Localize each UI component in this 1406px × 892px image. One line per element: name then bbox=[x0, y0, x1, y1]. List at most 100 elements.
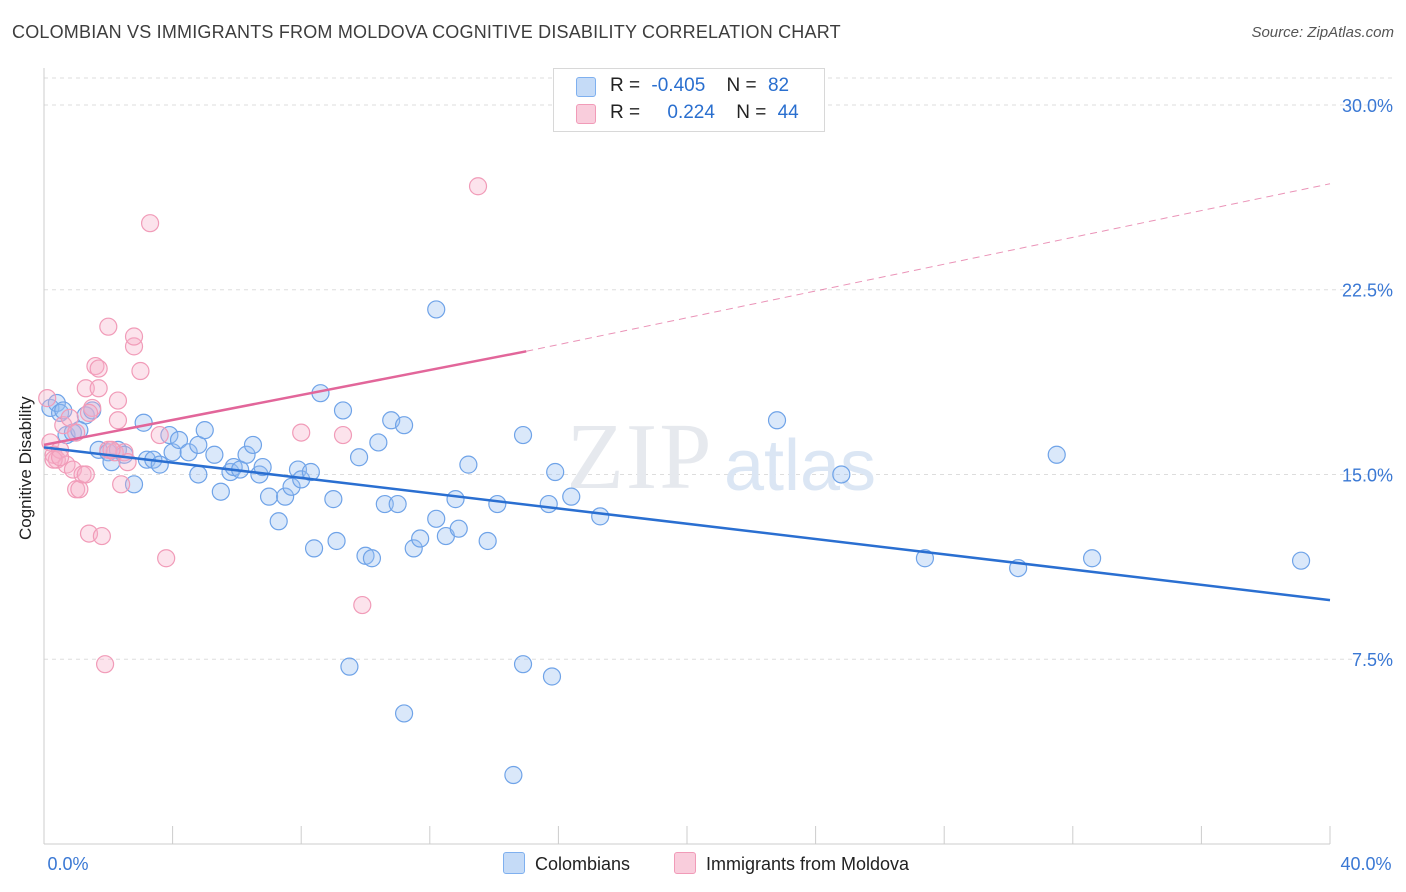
grid-lines bbox=[44, 77, 1392, 660]
data-point bbox=[112, 475, 131, 494]
data-point bbox=[76, 379, 95, 398]
trend-layer bbox=[43, 183, 1331, 602]
data-point bbox=[92, 526, 111, 546]
data-point bbox=[131, 361, 150, 381]
data-point bbox=[108, 411, 128, 430]
data-point bbox=[546, 462, 565, 482]
data-point bbox=[542, 667, 562, 686]
data-point bbox=[362, 549, 382, 568]
data-point bbox=[488, 494, 507, 514]
data-point bbox=[478, 531, 497, 551]
data-point bbox=[340, 657, 359, 676]
data-point bbox=[1291, 551, 1311, 570]
data-point bbox=[140, 214, 160, 233]
data-point bbox=[50, 448, 70, 467]
legend-swatch-colombians bbox=[576, 77, 596, 97]
data-point bbox=[76, 465, 95, 484]
data-point bbox=[205, 445, 224, 464]
data-point bbox=[243, 435, 263, 455]
data-point bbox=[124, 475, 144, 494]
data-point bbox=[134, 413, 153, 432]
y-tick-label: 22.5% bbox=[1342, 281, 1393, 301]
data-point bbox=[169, 430, 189, 450]
data-point bbox=[108, 391, 128, 410]
data-point bbox=[394, 416, 414, 435]
data-point bbox=[54, 401, 73, 420]
y-tick-label: 15.0% bbox=[1342, 465, 1393, 485]
data-point bbox=[562, 487, 581, 506]
data-point bbox=[89, 379, 108, 398]
data-point bbox=[449, 519, 468, 538]
bottom-legend-swatch-moldova bbox=[674, 852, 696, 874]
data-point bbox=[179, 443, 198, 462]
legend-n-label: N = bbox=[736, 102, 767, 123]
data-point bbox=[189, 465, 208, 484]
data-point bbox=[459, 455, 478, 474]
data-point bbox=[253, 457, 272, 477]
data-point bbox=[388, 494, 407, 514]
data-point bbox=[1082, 549, 1102, 568]
data-point bbox=[591, 507, 610, 526]
data-point bbox=[292, 423, 311, 442]
legend-r-value: 0.224 bbox=[667, 102, 715, 123]
legend: R = -0.405 N = 82 R = 0.224 N = 44 bbox=[553, 68, 825, 132]
data-point bbox=[195, 421, 214, 440]
data-point bbox=[767, 411, 787, 430]
legend-n-value: 82 bbox=[767, 75, 790, 96]
data-point bbox=[404, 539, 423, 558]
data-point bbox=[99, 317, 118, 336]
data-point bbox=[539, 494, 558, 514]
data-point bbox=[282, 477, 301, 496]
data-point bbox=[1047, 445, 1066, 464]
series-moldova bbox=[38, 177, 488, 674]
data-point bbox=[269, 512, 288, 531]
data-point bbox=[237, 445, 256, 464]
legend-n-value: 44 bbox=[777, 102, 799, 123]
data-point bbox=[259, 487, 279, 506]
data-point bbox=[86, 356, 105, 376]
data-point bbox=[304, 539, 324, 558]
watermark: ZIP atlas bbox=[567, 405, 877, 509]
data-point bbox=[513, 425, 533, 445]
data-point bbox=[79, 403, 99, 422]
data-point bbox=[394, 704, 414, 723]
data-point bbox=[915, 549, 935, 568]
bottom-legend-swatch-colombians bbox=[503, 852, 525, 874]
x-tick-label: 0.0% bbox=[47, 854, 88, 874]
data-point bbox=[369, 433, 388, 452]
bottom-legend-moldova: Immigrants from Moldova bbox=[674, 852, 909, 875]
data-point bbox=[47, 393, 66, 413]
data-point bbox=[160, 425, 179, 445]
series-colombians bbox=[41, 300, 1311, 785]
data-point bbox=[211, 482, 230, 501]
y-axis-title: Cognitive Disability bbox=[16, 396, 35, 540]
data-point bbox=[333, 425, 353, 445]
data-point bbox=[89, 359, 108, 378]
data-point bbox=[150, 455, 169, 474]
axes bbox=[43, 68, 1331, 845]
data-point bbox=[333, 401, 353, 420]
data-point bbox=[427, 509, 446, 528]
watermark-atlas: atlas bbox=[724, 426, 876, 506]
data-point bbox=[324, 490, 343, 509]
data-point bbox=[468, 177, 488, 196]
x-tick-label: 40.0% bbox=[1340, 854, 1391, 874]
data-point bbox=[276, 487, 295, 506]
watermark-zip: ZIP bbox=[567, 405, 714, 509]
source-label: Source: ZipAtlas.com bbox=[1251, 24, 1394, 41]
legend-r-value: -0.405 bbox=[651, 75, 706, 96]
trend-line-extension bbox=[526, 183, 1331, 352]
data-point bbox=[327, 531, 346, 551]
data-point bbox=[513, 655, 533, 674]
y-tick-label: 30.0% bbox=[1342, 96, 1393, 116]
trend-line-moldova bbox=[43, 350, 527, 447]
bottom-legend-colombians: Colombians bbox=[503, 852, 630, 875]
data-point bbox=[124, 337, 144, 356]
y-tick-label: 7.5% bbox=[1352, 650, 1393, 670]
legend-swatch-moldova bbox=[576, 104, 596, 124]
chart-title: COLOMBIAN VS IMMIGRANTS FROM MOLDOVA COG… bbox=[12, 22, 841, 42]
data-point bbox=[427, 300, 446, 319]
bottom-legend-label: Immigrants from Moldova bbox=[706, 854, 910, 874]
data-point bbox=[504, 765, 523, 785]
